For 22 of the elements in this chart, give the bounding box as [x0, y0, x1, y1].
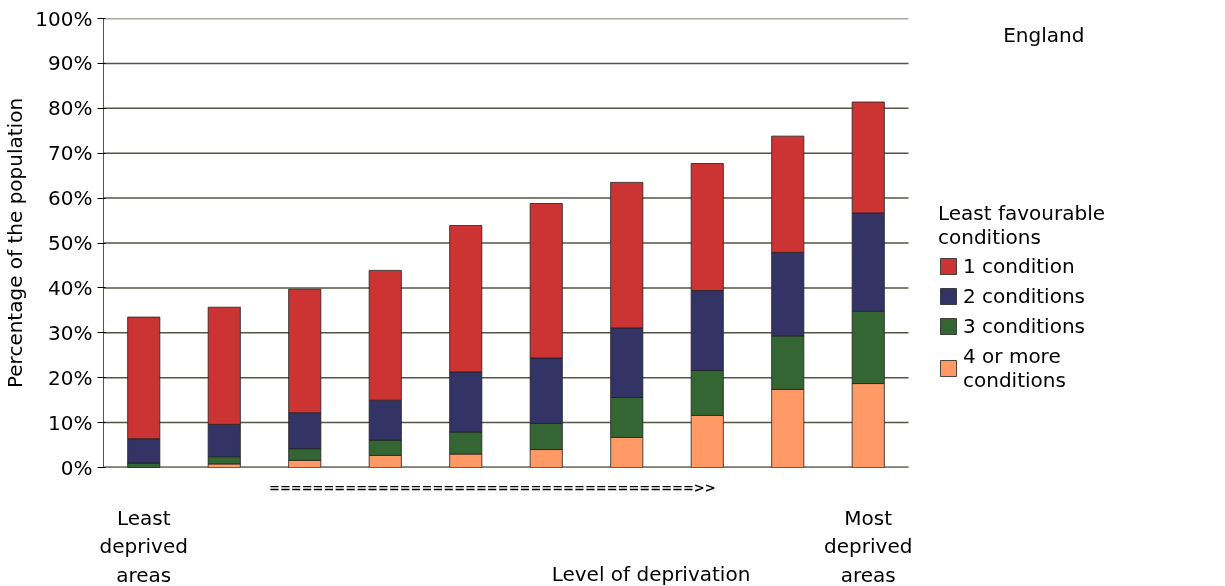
- y-tick-label: 40%: [48, 275, 93, 300]
- x-axis-title: Level of deprivation: [551, 562, 751, 586]
- y-tick-label: 100%: [35, 6, 93, 31]
- text: England: [1003, 22, 1085, 47]
- y-tick-label: 80%: [48, 96, 93, 121]
- y-axis-title: Percentage of the population: [3, 97, 28, 389]
- y-tick-label: 30%: [48, 320, 93, 345]
- legend-label: 2 conditions: [963, 284, 1085, 308]
- x-tick-label: Least deprived areas: [99, 505, 188, 586]
- x-tick-label: Most deprived areas: [824, 505, 913, 586]
- legend-label: 1 condition: [963, 254, 1075, 278]
- legend-label: 3 conditions: [963, 314, 1085, 338]
- text: =======================================>>: [269, 479, 716, 495]
- legend-title: Least favourable conditions: [938, 201, 1106, 249]
- y-tick-label: 90%: [48, 51, 93, 76]
- legend-label: 4 or more conditions: [963, 344, 1066, 392]
- y-tick-label: 0%: [60, 455, 93, 480]
- y-tick-label: 20%: [48, 365, 93, 390]
- y-tick-label: 50%: [48, 231, 93, 255]
- y-tick-label: 70%: [48, 141, 93, 166]
- y-tick-label: 10%: [48, 410, 93, 435]
- y-tick-label: 60%: [48, 186, 93, 211]
